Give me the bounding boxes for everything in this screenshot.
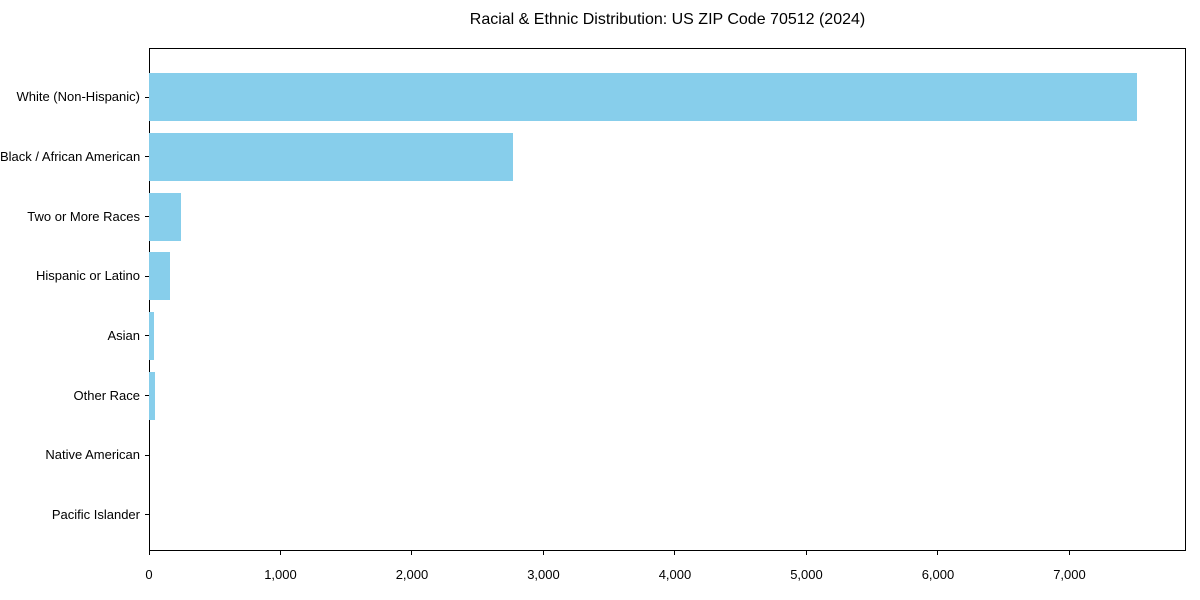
y-tick-mark xyxy=(145,514,149,516)
y-tick-label: Pacific Islander xyxy=(51,506,140,522)
y-tick-label: Asian xyxy=(107,327,140,343)
y-tick-label: Hispanic or Latino xyxy=(35,268,140,284)
x-tick-label: 2,000 xyxy=(395,567,429,582)
bar xyxy=(149,192,181,241)
x-tick-label: 1,000 xyxy=(264,567,297,582)
x-tick-label: 6,000 xyxy=(921,567,955,582)
x-tick-mark xyxy=(279,551,281,555)
bar xyxy=(149,371,155,420)
x-tick-label: 4,000 xyxy=(658,567,692,582)
y-tick-label: White (Non-Hispanic) xyxy=(16,89,140,105)
y-tick-mark xyxy=(145,156,149,158)
bar xyxy=(149,252,171,301)
x-tick-label: 7,000 xyxy=(1053,567,1086,582)
bar xyxy=(149,73,1137,122)
y-tick-mark xyxy=(145,395,149,397)
x-tick-label: 0 xyxy=(145,567,153,582)
x-tick-mark xyxy=(148,551,150,555)
y-tick-label: Two or More Races xyxy=(27,208,140,224)
bar xyxy=(149,311,154,360)
y-tick-mark xyxy=(145,275,149,277)
y-tick-mark xyxy=(145,216,149,218)
x-tick-label: 5,000 xyxy=(790,567,823,582)
x-tick-mark xyxy=(542,551,544,555)
y-tick-mark xyxy=(145,454,149,456)
y-tick-label: Black / African American xyxy=(0,148,141,164)
plot-area xyxy=(149,48,1186,551)
chart-title: Racial & Ethnic Distribution: US ZIP Cod… xyxy=(469,11,866,28)
x-tick-mark xyxy=(805,551,807,555)
y-tick-mark xyxy=(145,335,149,337)
y-tick-mark xyxy=(145,96,149,98)
x-tick-mark xyxy=(411,551,413,555)
y-tick-label: Native American xyxy=(45,447,140,463)
x-tick-label: 3,000 xyxy=(527,567,560,582)
bar xyxy=(149,132,513,181)
x-tick-mark xyxy=(1068,551,1070,555)
x-tick-mark xyxy=(674,551,676,555)
x-tick-mark xyxy=(937,551,939,555)
y-tick-label: Other Race xyxy=(73,387,140,403)
